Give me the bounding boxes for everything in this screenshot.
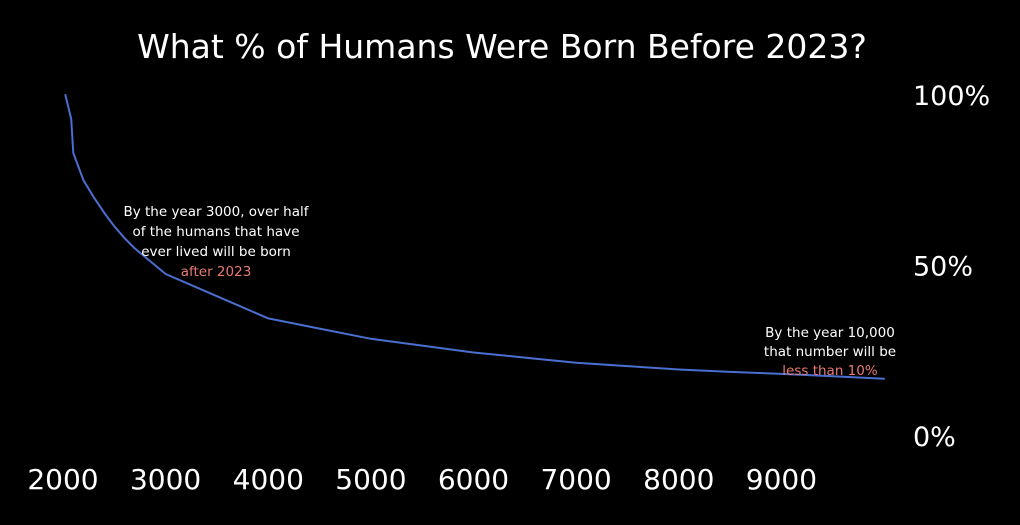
annotation-text: of the humans that have — [133, 224, 300, 240]
annotation-text: less than 10% — [782, 363, 878, 379]
annotation-text: ever lived will be born — [141, 244, 291, 260]
y-tick-label: 50% — [913, 252, 973, 283]
annotation-text: By the year 3000, over half — [123, 204, 309, 220]
chart-title: What % of Humans Were Born Before 2023? — [137, 27, 867, 66]
x-tick-label: 2000 — [27, 463, 98, 496]
x-tick-label: 5000 — [335, 463, 406, 496]
annotation-line: less than 10% — [782, 363, 878, 379]
y-tick-label: 0% — [913, 422, 956, 453]
annotations: By the year 3000, over half of the humans… — [123, 204, 896, 379]
annotation-line: ever lived will be born — [141, 244, 291, 260]
series-line — [64, 94, 885, 380]
x-tick-label: 7000 — [540, 463, 611, 496]
x-tick-label: 6000 — [438, 463, 509, 496]
annotation-line: after 2023 — [181, 264, 252, 280]
series-layer — [64, 94, 885, 380]
annotation-2: By the year 10,000 that number will be les… — [764, 325, 896, 379]
annotation-text: that number will be — [764, 344, 896, 360]
x-tick-label: 3000 — [130, 463, 201, 496]
annotation-1: By the year 3000, over half of the humans… — [123, 204, 309, 280]
x-tick-label: 8000 — [643, 463, 714, 496]
annotation-line: By the year 3000, over half — [123, 204, 309, 220]
x-axis-tick-labels: 2000 3000 4000 5000 6000 7000 8000 9000 — [27, 463, 817, 496]
annotation-line: that number will be — [764, 344, 896, 360]
annotation-line: of the humans that have — [133, 224, 300, 240]
annotation-text: By the year 10,000 — [765, 325, 895, 341]
y-axis-tick-labels: 0% 50% 100% — [913, 81, 990, 453]
y-tick-label: 100% — [913, 81, 990, 112]
x-tick-label: 9000 — [746, 463, 817, 496]
x-tick-label: 4000 — [233, 463, 304, 496]
annotation-line: By the year 10,000 — [765, 325, 895, 341]
annotation-text: after 2023 — [181, 264, 252, 280]
